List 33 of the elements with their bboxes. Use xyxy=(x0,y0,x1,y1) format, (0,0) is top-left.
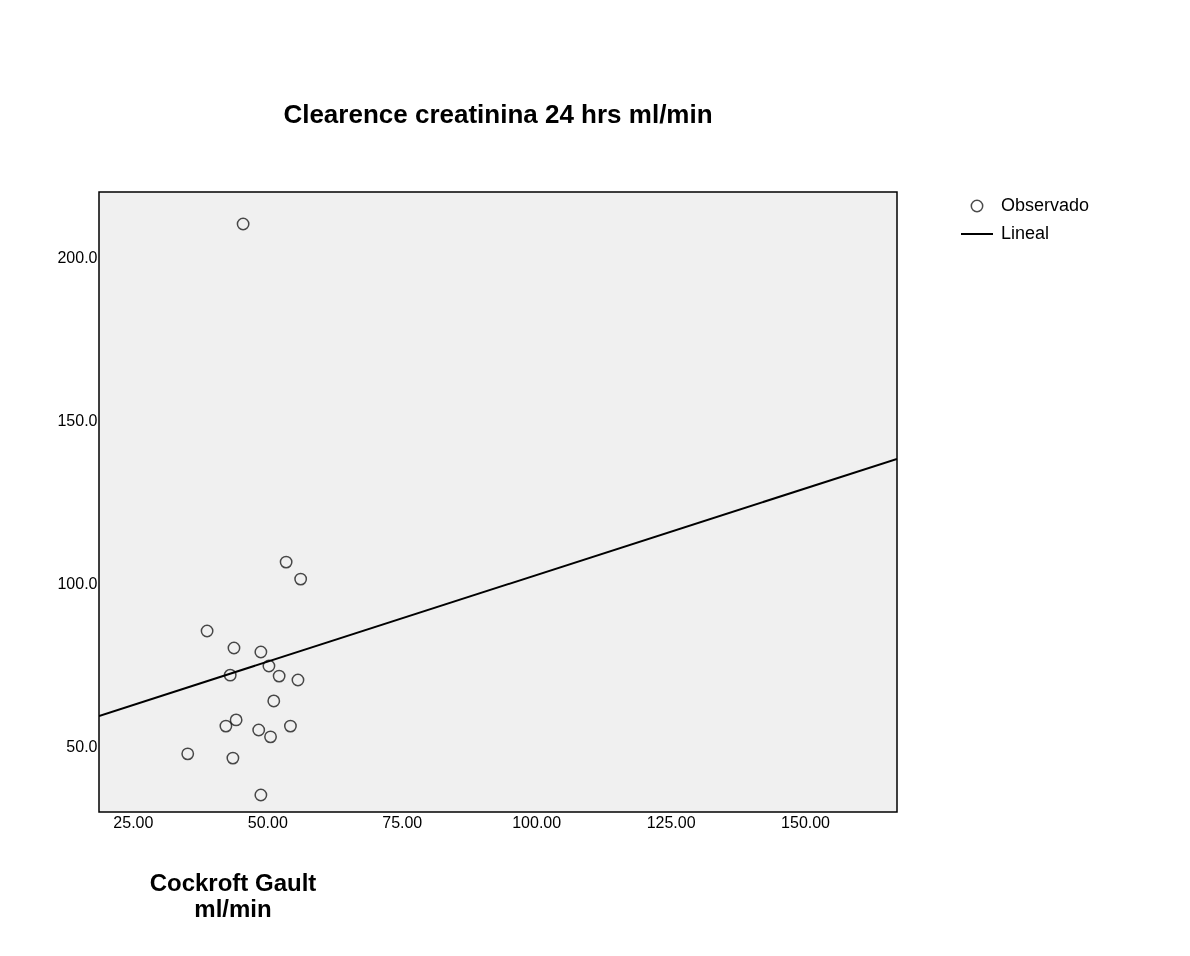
point xyxy=(226,751,240,765)
point xyxy=(219,719,233,733)
x-tick-label: 50.00 xyxy=(247,813,288,831)
point xyxy=(279,555,293,569)
point xyxy=(283,719,297,733)
y-tick-label: 100.0 xyxy=(57,575,98,593)
chart-title: Clearence creatinina 24 hrs ml/min xyxy=(283,99,713,129)
point xyxy=(181,747,195,761)
point xyxy=(236,217,250,231)
point xyxy=(291,673,305,687)
x-tick-label: 125.00 xyxy=(646,813,696,831)
point xyxy=(267,694,281,708)
x-tick-label: 150.00 xyxy=(781,813,831,831)
y-tick-label: 150.0 xyxy=(57,411,98,429)
point xyxy=(262,659,276,673)
point xyxy=(294,572,308,586)
legend-label: Lineal xyxy=(1001,223,1050,243)
point xyxy=(223,668,237,682)
x-tick-label: 100.00 xyxy=(512,813,562,831)
y-tick-label: 200.0 xyxy=(57,248,98,266)
x-axis-title: Cockroft Gault ml/min xyxy=(149,869,317,922)
point xyxy=(200,624,214,638)
point xyxy=(254,788,268,802)
x-tick-label: 75.00 xyxy=(382,813,423,831)
y-tick-label: 50.0 xyxy=(66,738,98,756)
point xyxy=(252,723,266,737)
point xyxy=(229,713,243,727)
legend-label: Observado xyxy=(1001,195,1090,215)
point xyxy=(254,645,268,659)
point xyxy=(227,641,241,655)
x-tick-label: 25.00 xyxy=(113,813,154,831)
point xyxy=(264,730,277,744)
point xyxy=(272,669,286,683)
